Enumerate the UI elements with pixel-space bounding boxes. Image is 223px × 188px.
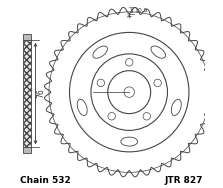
Text: Chain 532: Chain 532	[20, 177, 71, 185]
Bar	[23, 34, 31, 40]
Circle shape	[51, 14, 208, 171]
Bar	[23, 40, 31, 147]
Circle shape	[108, 71, 151, 114]
Ellipse shape	[77, 99, 87, 115]
Circle shape	[70, 32, 189, 152]
Circle shape	[108, 113, 116, 120]
Bar	[23, 147, 31, 153]
Circle shape	[91, 54, 167, 130]
Text: 10.5: 10.5	[134, 8, 148, 13]
Text: 76: 76	[37, 89, 45, 98]
Circle shape	[126, 58, 133, 66]
Ellipse shape	[171, 99, 181, 115]
Text: 100: 100	[120, 95, 135, 104]
Ellipse shape	[121, 137, 138, 146]
Circle shape	[143, 113, 151, 120]
Circle shape	[97, 79, 105, 87]
Polygon shape	[45, 8, 214, 177]
Text: JTR 827: JTR 827	[164, 177, 203, 185]
Ellipse shape	[93, 46, 107, 58]
Circle shape	[124, 87, 134, 97]
Circle shape	[154, 79, 161, 87]
Ellipse shape	[151, 46, 166, 58]
